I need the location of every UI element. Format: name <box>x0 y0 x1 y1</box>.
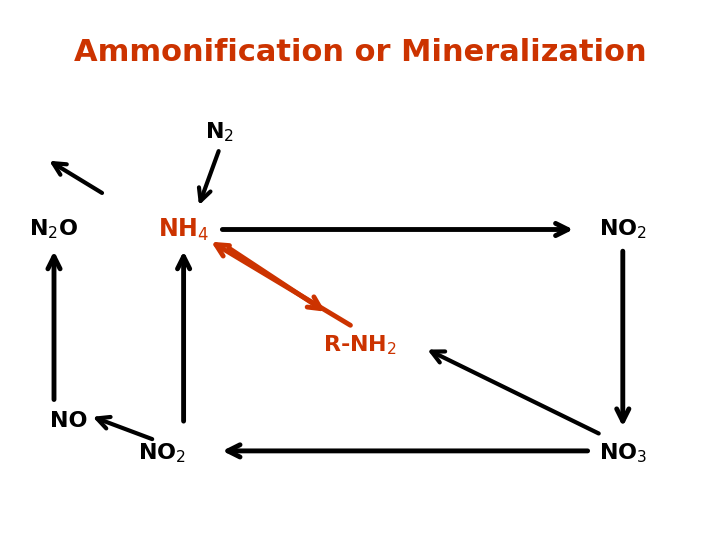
Text: N$_2$: N$_2$ <box>205 120 234 144</box>
Text: NO$_3$: NO$_3$ <box>598 442 647 465</box>
Text: NH$_4$: NH$_4$ <box>158 217 209 242</box>
Text: NO: NO <box>50 411 87 431</box>
Text: R-NH$_2$: R-NH$_2$ <box>323 334 397 357</box>
Text: Ammonification or Mineralization: Ammonification or Mineralization <box>73 38 647 67</box>
Text: NO$_2$: NO$_2$ <box>138 442 186 465</box>
Text: N$_2$O: N$_2$O <box>30 218 78 241</box>
Text: NO$_2$: NO$_2$ <box>599 218 647 241</box>
